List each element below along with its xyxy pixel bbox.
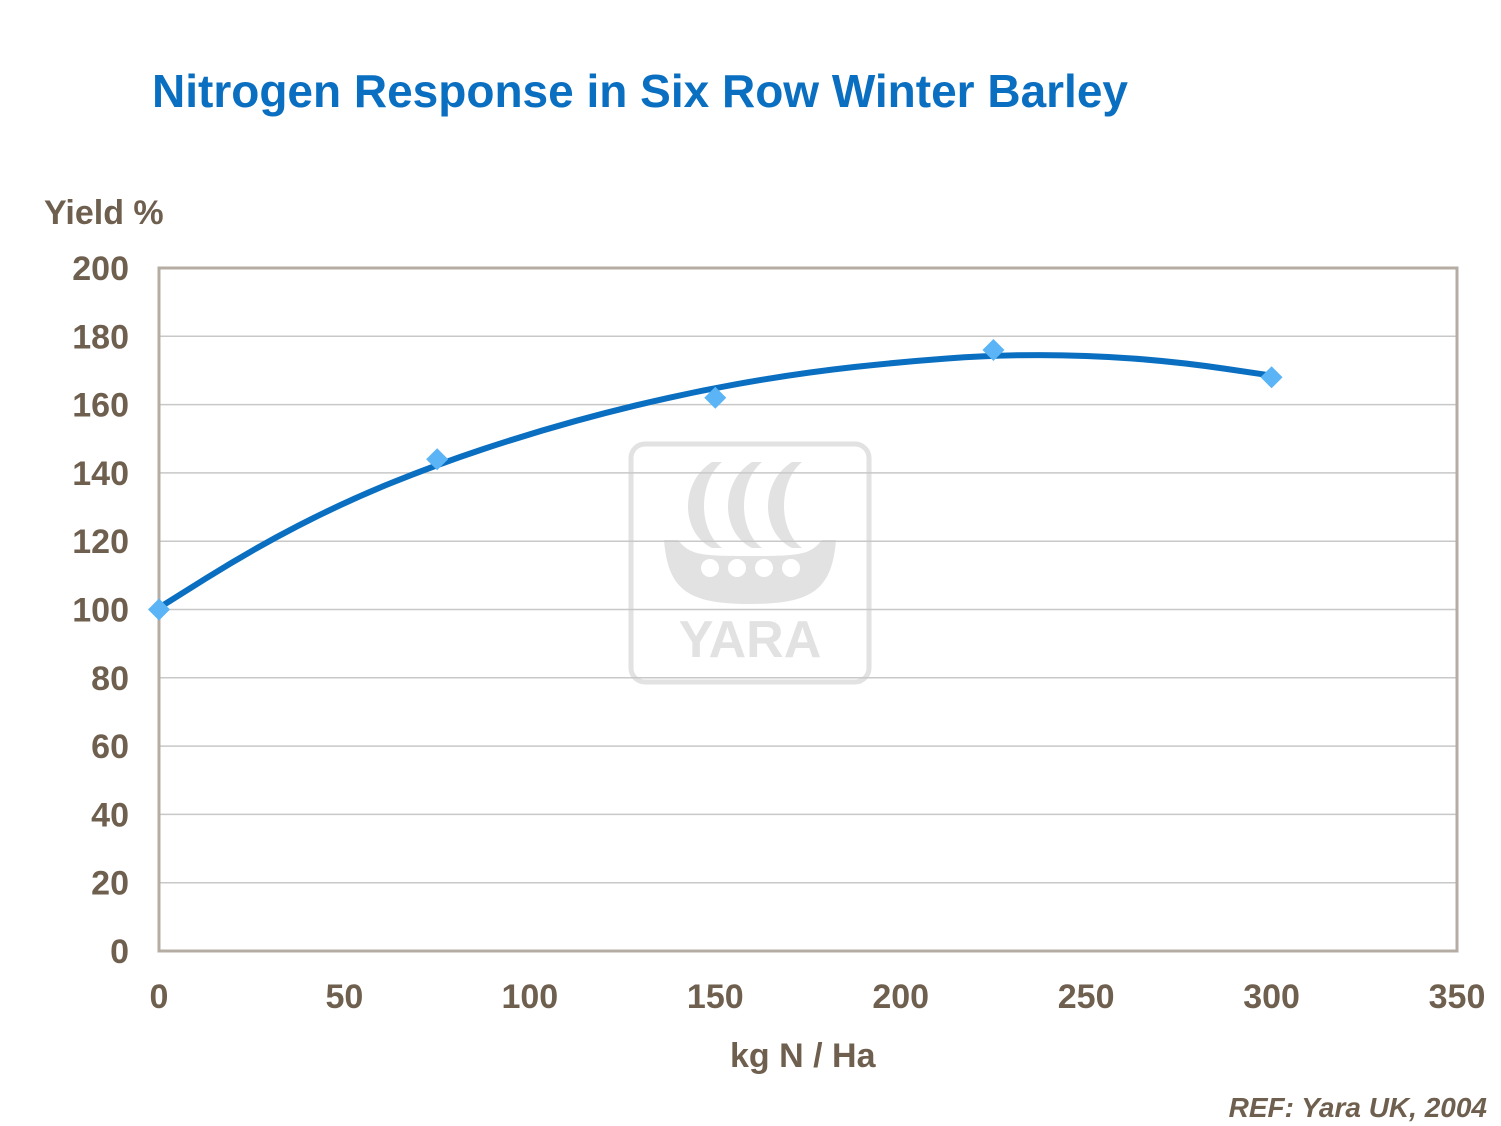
y-tick-label: 120 bbox=[72, 523, 129, 561]
trendline-layer bbox=[156, 352, 1275, 611]
data-points bbox=[148, 338, 1283, 621]
watermark-text: YARA bbox=[679, 611, 822, 669]
x-tick-label: 300 bbox=[1243, 978, 1300, 1016]
y-tick-label: 160 bbox=[72, 387, 129, 425]
y-tick-label: 180 bbox=[72, 318, 129, 356]
y-tick-label: 200 bbox=[72, 250, 129, 288]
y-tick-label: 0 bbox=[110, 933, 129, 971]
gridlines bbox=[159, 335, 1457, 884]
trendline bbox=[156, 352, 1275, 611]
yara-watermark-logo: YARA bbox=[628, 441, 872, 685]
y-tick-label: 80 bbox=[91, 660, 129, 698]
y-tick-label: 40 bbox=[91, 796, 129, 834]
x-tick-label: 100 bbox=[501, 978, 558, 1016]
data-point-diamond bbox=[426, 448, 449, 471]
x-tick-labels: 0 50 100 150 200 250 300 350 bbox=[150, 978, 1486, 1016]
data-point-diamond bbox=[704, 386, 727, 409]
y-tick-labels: 0 20 40 60 80 100 120 140 160 180 200 bbox=[72, 250, 129, 971]
y-tick-label: 60 bbox=[91, 728, 129, 766]
data-point-diamond bbox=[148, 598, 170, 621]
x-axis-label: kg N / Ha bbox=[730, 1037, 876, 1075]
x-tick-label: 50 bbox=[326, 978, 364, 1016]
data-point-diamond bbox=[1260, 366, 1283, 389]
chart-title: Nitrogen Response in Six Row Winter Barl… bbox=[152, 65, 1128, 117]
y-tick-label: 100 bbox=[72, 592, 129, 630]
x-tick-label: 150 bbox=[687, 978, 744, 1016]
x-tick-label: 250 bbox=[1058, 978, 1115, 1016]
x-tick-label: 200 bbox=[872, 978, 929, 1016]
data-point-diamond bbox=[982, 338, 1005, 361]
y-tick-label: 20 bbox=[91, 865, 129, 903]
y-axis-label: Yield % bbox=[44, 194, 164, 232]
x-tick-label: 350 bbox=[1429, 978, 1486, 1016]
source-reference: REF: Yara UK, 2004 bbox=[1228, 1092, 1487, 1123]
y-tick-label: 140 bbox=[72, 455, 129, 493]
x-tick-label: 0 bbox=[150, 978, 169, 1016]
